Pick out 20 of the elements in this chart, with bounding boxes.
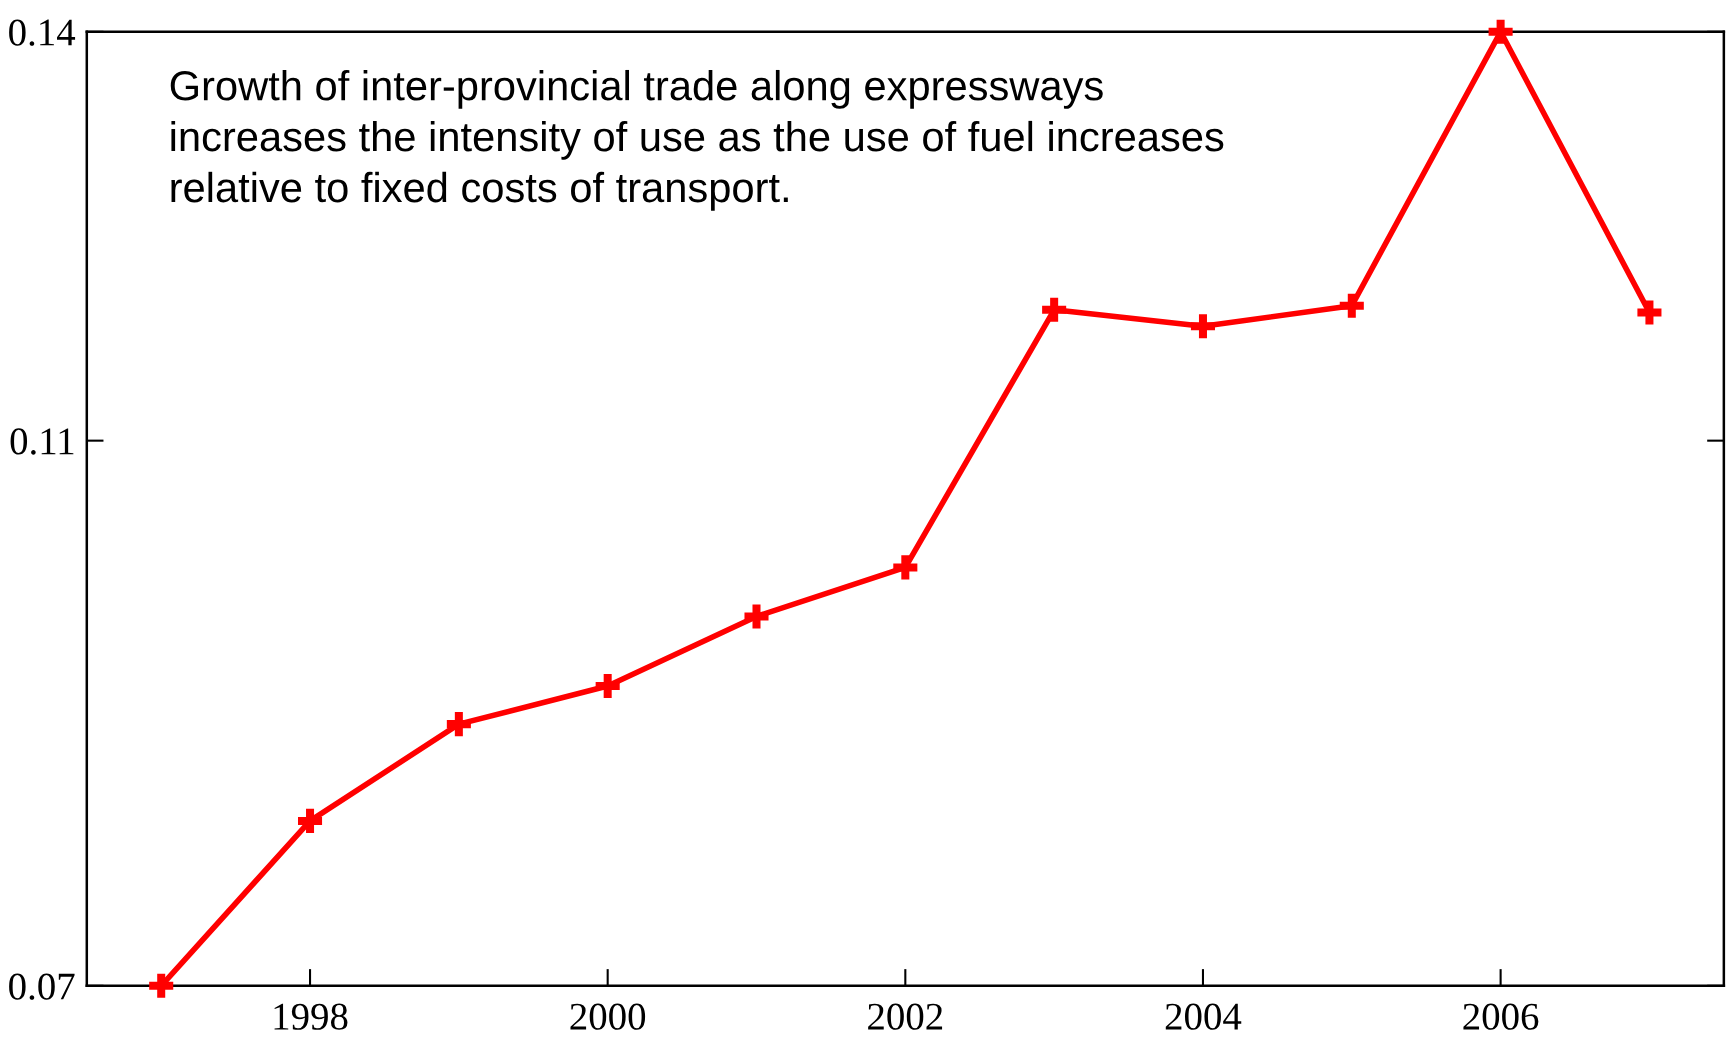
y-tick-label: 0.11 xyxy=(10,428,74,455)
point xyxy=(1339,293,1364,318)
point xyxy=(1488,19,1513,44)
point xyxy=(446,712,471,737)
point xyxy=(149,973,174,998)
point xyxy=(1190,314,1215,339)
y-tick-label: 0.07 xyxy=(9,973,75,1000)
point xyxy=(595,673,620,698)
annotation: Growth of inter-provincial trade along expressways increases the intensity of use as the use of fuel increases relative to fixed costs of transport. xyxy=(170,69,1224,211)
y-tick-label: 0.14 xyxy=(9,19,76,46)
point xyxy=(1637,300,1662,325)
x-tick-label: 2004 xyxy=(1165,1003,1242,1030)
x-tick-label: 1998 xyxy=(274,1003,348,1030)
x-tick-label: 2002 xyxy=(868,1003,943,1030)
point xyxy=(1042,297,1067,322)
point xyxy=(893,555,918,580)
point xyxy=(298,808,323,833)
x-tick-label: 2006 xyxy=(1463,1003,1539,1030)
point xyxy=(744,604,769,629)
x-tick-label: 2000 xyxy=(570,1003,646,1030)
